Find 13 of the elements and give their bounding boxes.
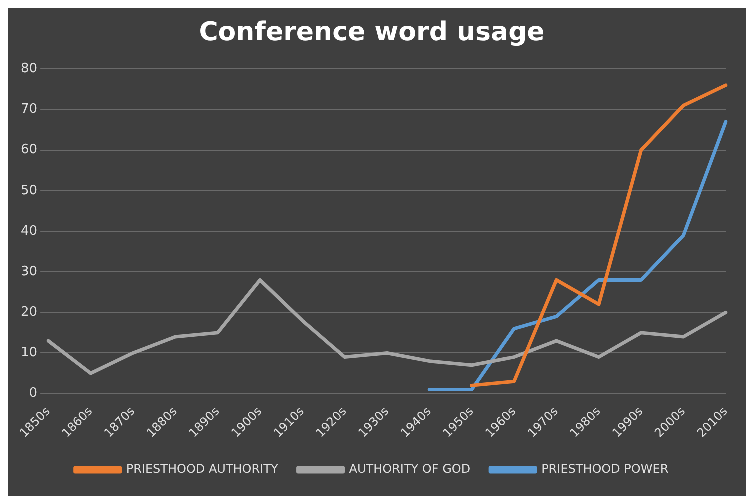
y-tick-label: 50 xyxy=(20,183,38,198)
legend-label: AUTHORITY OF GOD xyxy=(349,462,471,476)
legend-label: PRIESTHOOD POWER xyxy=(542,462,669,476)
y-tick-label: 0 xyxy=(29,386,38,402)
y-tick-label: 20 xyxy=(20,305,38,320)
y-tick-label: 60 xyxy=(20,142,38,158)
y-tick-label: 10 xyxy=(20,346,38,361)
y-tick-label: 40 xyxy=(20,224,38,239)
chart-title: Conference word usage xyxy=(199,17,545,48)
y-tick-label: 70 xyxy=(20,102,38,118)
legend-label: PRIESTHOOD AUTHORITY xyxy=(126,462,279,476)
y-tick-label: 30 xyxy=(20,264,38,280)
y-tick-label: 80 xyxy=(20,62,38,77)
